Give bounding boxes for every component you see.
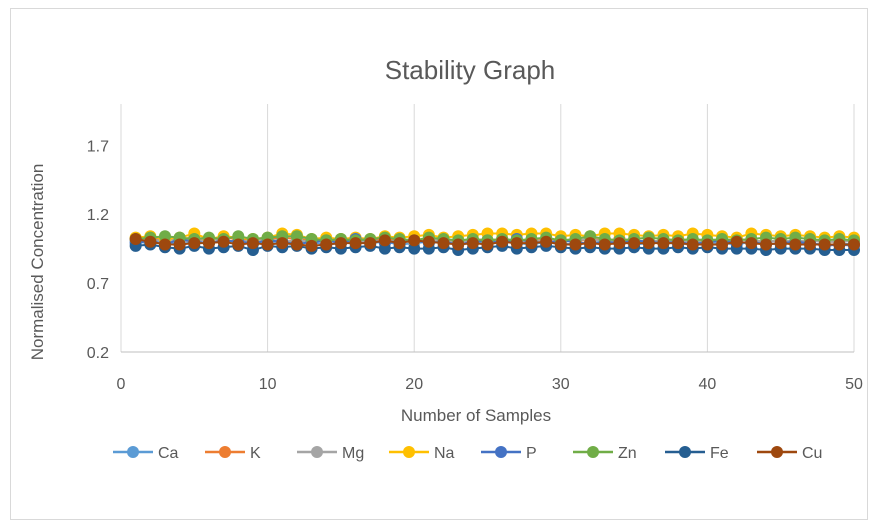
stability-chart: Stability Graph 0 10 20 30 40 500.20.71.21.7 … <box>28 55 863 462</box>
point-cu-21 <box>422 235 435 248</box>
point-cu-15 <box>334 237 347 250</box>
point-cu-28 <box>525 237 538 250</box>
legend-marker-ca <box>127 446 139 458</box>
point-cu-18 <box>378 234 391 247</box>
point-cu-35 <box>628 237 641 250</box>
point-cu-46 <box>789 238 802 251</box>
x-tick-label-50: 50 <box>845 376 863 393</box>
point-cu-8 <box>232 238 245 251</box>
point-cu-13 <box>305 239 318 252</box>
point-cu-3 <box>158 238 171 251</box>
point-cu-20 <box>408 234 421 247</box>
chart-frame: Stability Graph 0 10 20 30 40 50 0.2 0.7 1.2 1.7 … <box>10 8 868 520</box>
point-cu-1 <box>129 233 142 246</box>
legend-label-cu: Cu <box>802 445 822 462</box>
legend-marker-cu <box>771 446 783 458</box>
point-cu-34 <box>613 237 626 250</box>
point-cu-26 <box>496 235 509 248</box>
x-tick-label-10: 10 <box>259 376 277 393</box>
point-cu-43 <box>745 237 758 250</box>
point-cu-11 <box>276 237 289 250</box>
point-zn-8 <box>232 230 245 243</box>
legend-marker-p <box>495 446 507 458</box>
point-zn-12 <box>290 230 303 243</box>
axes: 0 10 20 30 40 50 0.2 0.7 1.2 1.7 <box>87 104 863 393</box>
x-tick-label-0: 0 <box>117 376 126 393</box>
point-cu-6 <box>202 237 215 250</box>
point-cu-19 <box>393 237 406 250</box>
point-cu-32 <box>584 237 597 250</box>
legend-label-zn: Zn <box>618 445 637 462</box>
point-cu-22 <box>437 237 450 250</box>
point-cu-10 <box>261 238 274 251</box>
point-cu-23 <box>452 238 465 251</box>
legend-label-mg: Mg <box>342 445 364 462</box>
legend-entry-p: P <box>481 445 537 462</box>
point-cu-41 <box>716 238 729 251</box>
legend-marker-fe <box>679 446 691 458</box>
series-cu <box>129 233 860 252</box>
legend-marker-na <box>403 446 415 458</box>
legend-entry-k: K <box>205 445 261 462</box>
point-cu-37 <box>657 237 670 250</box>
x-tick-label-20: 20 <box>405 376 423 393</box>
point-cu-4 <box>173 238 186 251</box>
point-cu-2 <box>144 235 157 248</box>
legend-marker-k <box>219 446 231 458</box>
legend-entry-ca: Ca <box>113 445 179 462</box>
legend-label-ca: Ca <box>158 445 179 462</box>
point-cu-47 <box>804 238 817 251</box>
point-cu-7 <box>217 235 230 248</box>
point-zn-3 <box>158 230 171 243</box>
point-cu-5 <box>188 237 201 250</box>
point-cu-48 <box>818 238 831 251</box>
y-tick-label-1.7: 1.7 <box>87 138 109 155</box>
x-axis-label: Number of Samples <box>401 406 551 425</box>
point-cu-50 <box>848 238 860 251</box>
point-cu-29 <box>540 235 553 248</box>
point-cu-39 <box>686 238 699 251</box>
chart-title: Stability Graph <box>385 55 556 85</box>
point-cu-33 <box>598 238 611 251</box>
point-cu-9 <box>246 237 259 250</box>
point-cu-25 <box>481 238 494 251</box>
point-cu-31 <box>569 238 582 251</box>
point-cu-14 <box>320 238 333 251</box>
grid-lines <box>267 104 855 352</box>
point-cu-17 <box>364 237 377 250</box>
y-tick-label-0.7: 0.7 <box>87 276 109 293</box>
legend-entry-fe: Fe <box>665 445 729 462</box>
point-cu-40 <box>701 238 714 251</box>
point-cu-27 <box>510 237 523 250</box>
point-cu-45 <box>774 237 787 250</box>
y-tick-label-0.2: 0.2 <box>87 345 109 362</box>
point-cu-30 <box>554 238 567 251</box>
plot-area <box>129 227 860 257</box>
legend-marker-zn <box>587 446 599 458</box>
legend-marker-mg <box>311 446 323 458</box>
x-tick-label-30: 30 <box>552 376 570 393</box>
legend-entry-na: Na <box>389 445 455 462</box>
point-cu-12 <box>290 238 303 251</box>
point-cu-44 <box>760 238 773 251</box>
point-cu-38 <box>672 237 685 250</box>
legend-label-p: P <box>526 445 537 462</box>
legend-label-na: Na <box>434 445 455 462</box>
y-axis-label: Normalised Concentration <box>28 164 47 361</box>
legend-label-fe: Fe <box>710 445 729 462</box>
point-fe-20 <box>408 242 421 255</box>
point-cu-36 <box>642 237 655 250</box>
y-tick-label-1.2: 1.2 <box>87 207 109 224</box>
legend-entry-zn: Zn <box>573 445 637 462</box>
x-tick-label-40: 40 <box>699 376 717 393</box>
legend: Ca K Mg Na P Zn Fe Cu <box>113 445 822 462</box>
legend-entry-mg: Mg <box>297 445 364 462</box>
point-cu-42 <box>730 235 743 248</box>
legend-label-k: K <box>250 445 261 462</box>
legend-entry-cu: Cu <box>757 445 822 462</box>
point-cu-16 <box>349 237 362 250</box>
point-cu-24 <box>466 237 479 250</box>
point-cu-49 <box>833 238 846 251</box>
point-fe-18 <box>378 242 391 255</box>
